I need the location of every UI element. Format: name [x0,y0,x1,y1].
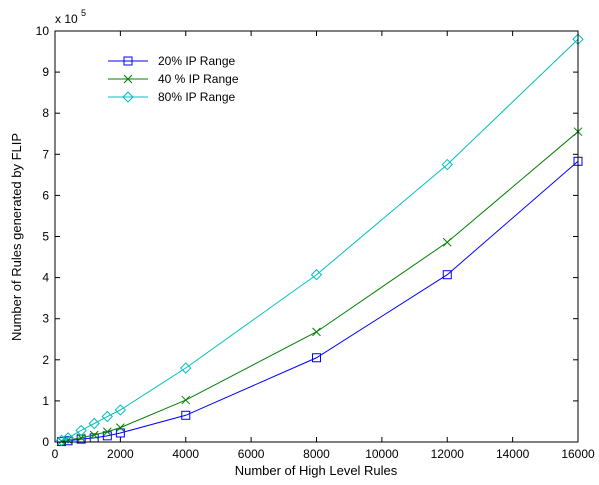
diamond-marker [62,432,74,444]
legend-item: 20% IP Range [108,54,235,68]
x-marker [442,237,452,247]
legend-item: 40 % IP Range [108,72,239,86]
y-tick-label: 0 [42,435,49,449]
y-multiplier-base: x 10 [55,12,78,26]
x-tick-label: 2000 [107,447,134,461]
square-marker [123,56,133,66]
diamond-marker [75,424,87,437]
square-marker [115,428,125,438]
diamond-marker [310,269,323,281]
diamond-marker [122,91,134,103]
diamond-marker [180,362,192,374]
x-marker [89,430,99,440]
legend-item: 80% IP Range [108,90,235,104]
x-tick-label: 14000 [496,447,530,461]
x-marker [123,74,133,84]
y-tick-label: 3 [42,312,49,326]
y-axis-label: Number of Rules generated by FLIP [9,133,24,341]
diamond-marker [101,410,114,423]
y-tick-label: 10 [36,24,50,38]
square-marker [442,270,452,280]
x-tick-label: 6000 [238,447,265,461]
series-layer [55,33,584,447]
x-axis-label: Number of High Level Rules [235,463,398,478]
x-marker [63,435,73,445]
x-marker [102,427,112,437]
diamond-marker [441,158,453,171]
x-marker [116,423,125,432]
y-tick-label: 2 [42,353,49,367]
legend: 20% IP Range 40 % IP Range 80% IP Range [108,54,239,104]
x-tick-label: 10000 [365,447,399,461]
legend-label: 40 % IP Range [158,72,239,86]
legend-label: 20% IP Range [158,54,235,68]
x-tick-label: 8000 [303,447,330,461]
x-tick-label: 12000 [431,447,465,461]
y-tick-label: 4 [42,271,49,285]
x-marker [181,395,191,405]
y-tick-label: 1 [42,394,49,408]
square-marker [312,353,321,363]
series-line [61,131,579,442]
y-axis-multiplier: x 10 5 [55,8,86,26]
y-tick-label: 7 [42,147,49,161]
plot-background [55,31,578,442]
y-multiplier-exponent: 5 [81,8,86,18]
ticks-layer: 0 2000 4000 6000 8000 10000 12000 14000 16000 0 1 2… [36,24,595,461]
y-tick-label: 9 [42,65,49,79]
diamond-marker [114,404,127,416]
series-line [61,38,579,441]
x-marker [312,327,321,337]
series-2 [57,127,583,446]
x-tick-label: 16000 [561,447,595,461]
x-tick-label: 4000 [172,447,199,461]
legend-label: 80% IP Range [158,90,235,104]
diamond-marker [88,417,100,430]
x-tick-label: 0 [52,447,59,461]
y-tick-label: 6 [42,188,49,202]
y-tick-label: 5 [42,230,49,244]
square-marker [181,410,191,420]
series-line [61,160,579,443]
y-tick-label: 8 [42,106,49,120]
diamond-marker [55,434,68,447]
x-marker [76,433,86,443]
